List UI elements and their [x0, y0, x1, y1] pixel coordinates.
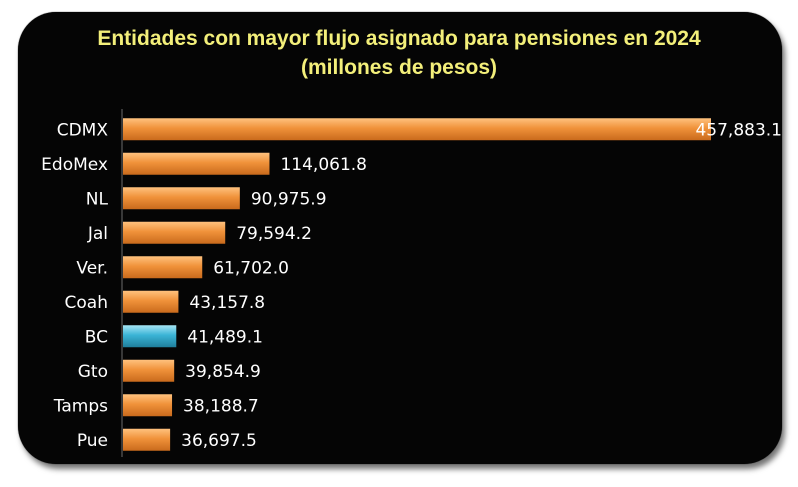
value-label: 43,157.8 — [189, 293, 265, 313]
chart-title: Entidades con mayor flujo asignado para … — [97, 27, 701, 50]
category-label: Jal — [87, 224, 108, 244]
value-label: 41,489.1 — [187, 327, 263, 347]
bar-edomex — [123, 152, 270, 175]
category-label: EdoMex — [41, 155, 108, 175]
bar-tamps — [123, 394, 173, 417]
category-label: Ver. — [76, 258, 108, 278]
category-label: Tamps — [53, 396, 108, 416]
category-label: BC — [85, 327, 108, 347]
category-label: NL — [86, 189, 109, 209]
value-label: 36,697.5 — [181, 431, 257, 451]
bar-coah — [123, 290, 179, 313]
bar-cdmx — [123, 118, 711, 141]
category-label: Pue — [77, 431, 108, 451]
value-label: 90,975.9 — [251, 189, 327, 209]
bar-nl — [123, 187, 240, 210]
bar-ver — [123, 256, 203, 279]
value-label: 61,702.0 — [213, 258, 289, 278]
value-label: 79,594.2 — [236, 224, 312, 244]
value-label: 457,883.1 — [695, 120, 782, 140]
bar-bc — [123, 325, 177, 348]
value-label: 38,188.7 — [183, 396, 259, 416]
bar-jal — [123, 221, 226, 244]
bar-pue — [123, 428, 171, 451]
category-label: Gto — [78, 362, 108, 382]
category-label: Coah — [65, 293, 108, 313]
value-label: 39,854.9 — [185, 362, 261, 382]
value-label: 114,061.8 — [280, 155, 367, 175]
chart-subtitle: (millones de pesos) — [300, 56, 498, 79]
bar-gto — [123, 359, 175, 382]
category-label: CDMX — [57, 120, 109, 140]
